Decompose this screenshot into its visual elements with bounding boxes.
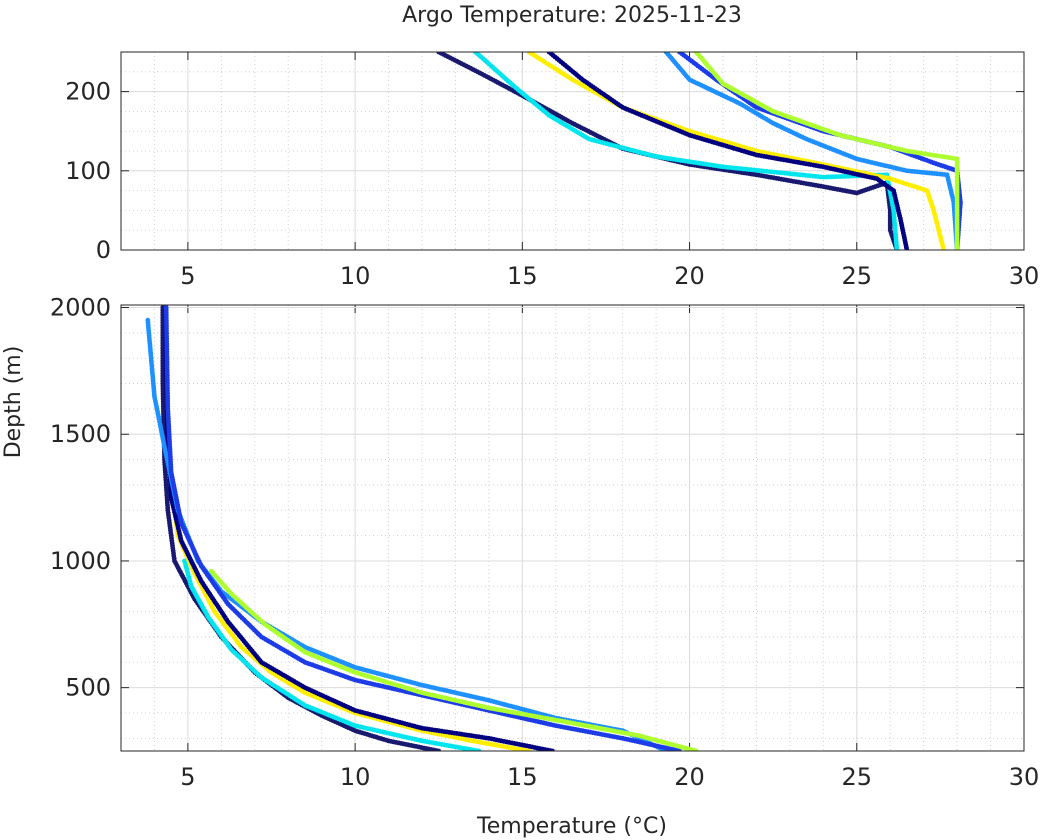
y-axis-label: Depth (m) — [1, 346, 26, 459]
x-tick-label: 30 — [1009, 262, 1040, 290]
data-point — [677, 52, 682, 55]
y-tick-label: 1000 — [50, 547, 111, 575]
x-tick-label: 30 — [1009, 763, 1040, 791]
data-point — [526, 52, 532, 55]
x-axis-label: Temperature (°C) — [476, 814, 667, 839]
x-tick-label: 25 — [842, 763, 873, 791]
data-point — [163, 305, 169, 310]
series-group — [436, 52, 963, 250]
x-tick-label: 20 — [674, 262, 705, 290]
data-point — [693, 52, 699, 55]
data-point — [546, 52, 552, 55]
y-tick-label: 100 — [65, 157, 111, 185]
x-tick-label: 5 — [180, 763, 195, 791]
plot-panels: 5 10 15 20 25 30 0 100 200 5 10 15 20 25 30 500 1000 1500… — [50, 51, 1040, 791]
y-tick-label: 500 — [65, 674, 111, 702]
data-point — [436, 52, 442, 55]
x-tick-label: 15 — [507, 763, 538, 791]
chart-title: Argo Temperature: 2025-11-23 — [402, 3, 742, 28]
series-group — [145, 305, 699, 751]
axes-frame — [120, 304, 1025, 752]
x-tick-label: 5 — [180, 262, 195, 290]
series-2 — [182, 558, 482, 751]
series-5 — [663, 52, 960, 250]
data-point — [182, 558, 187, 564]
series-4 — [546, 52, 910, 250]
x-tick-label: 20 — [674, 763, 705, 791]
series-7 — [208, 568, 699, 751]
x-tick-label: 10 — [340, 262, 371, 290]
data-point — [663, 52, 669, 55]
y-tick-label: 2000 — [50, 294, 111, 322]
panel-2: 5 10 15 20 25 30 500 1000 1500 2000 — [50, 294, 1039, 791]
x-tick-label: 25 — [842, 262, 873, 290]
data-point — [145, 317, 151, 323]
y-tick-label: 200 — [65, 78, 111, 106]
axes-frame — [120, 51, 1025, 251]
y-tick-label: 1500 — [50, 420, 111, 448]
x-tick-label: 10 — [340, 763, 371, 791]
data-point — [160, 305, 166, 310]
series-7 — [693, 52, 960, 250]
series-6 — [163, 305, 682, 751]
series-4 — [163, 305, 555, 751]
data-point — [473, 52, 478, 55]
minor-grid — [120, 305, 1025, 751]
panel-1: 5 10 15 20 25 30 0 100 200 — [65, 51, 1040, 290]
y-tick-label: 0 — [96, 236, 111, 264]
data-point — [208, 568, 214, 574]
x-tick-label: 15 — [507, 262, 538, 290]
